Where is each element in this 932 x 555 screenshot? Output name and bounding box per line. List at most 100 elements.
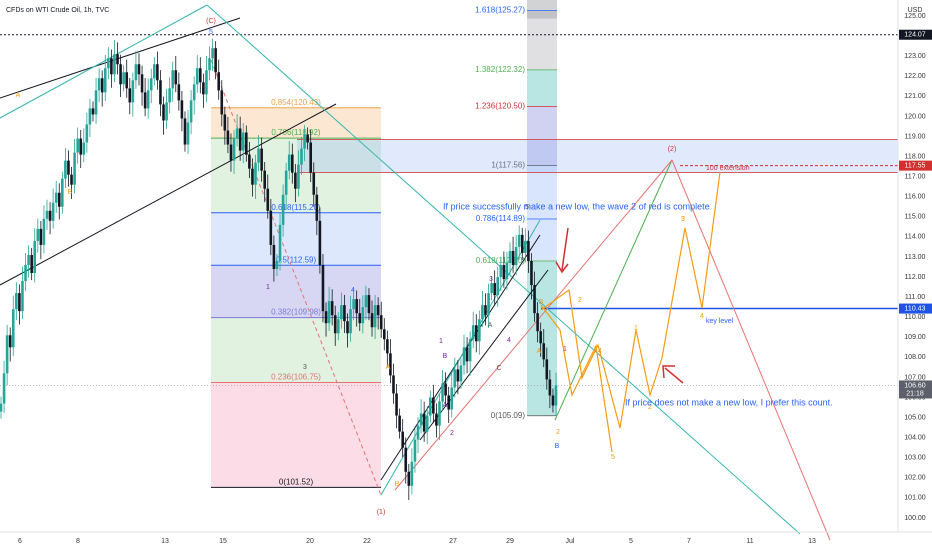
candle-body (137, 64, 141, 75)
candle-body (149, 78, 153, 91)
candle-body (128, 88, 132, 103)
time-tick-label: 8 (76, 538, 80, 545)
wave-label: B (443, 353, 448, 360)
candle-body (284, 170, 288, 195)
candle-body (536, 313, 539, 332)
candle-body (355, 299, 358, 314)
candle-body (189, 100, 193, 123)
fib-right-zone (527, 106, 557, 166)
candle-body (487, 293, 490, 316)
trend-line (0, 103, 337, 286)
wave-label: 1 (439, 338, 443, 345)
price-tick-label: 115.00 (905, 214, 926, 221)
candle-body (116, 54, 119, 65)
candle-body (527, 240, 530, 261)
candle-body (517, 234, 521, 247)
candle-body (156, 64, 159, 81)
candle-body (478, 319, 481, 342)
candle-body (186, 122, 190, 145)
candle-body (511, 250, 515, 265)
candle-body (321, 264, 325, 312)
candle-body (45, 210, 49, 219)
fib-left-zone (211, 317, 381, 383)
candle-body (100, 78, 104, 93)
candle-body (254, 162, 257, 185)
price-tick-label: 118.00 (905, 153, 926, 160)
fib-left-label: 0.786(118.92) (271, 128, 321, 137)
wave-label: (1) (377, 509, 386, 516)
candle-body (361, 307, 365, 324)
fib-right-label: 1(117.56) (491, 161, 525, 170)
candle-body (456, 369, 460, 382)
price-label-badge (899, 160, 932, 171)
candle-body (444, 383, 447, 396)
candle-body (416, 425, 420, 440)
candle-body (51, 202, 55, 221)
candle-body (499, 264, 503, 278)
candle-body (2, 373, 6, 404)
candle-body (110, 58, 113, 75)
candle-body (171, 70, 175, 89)
candle-body (490, 283, 493, 294)
wave-label: C (496, 365, 501, 372)
candle-body (386, 339, 389, 354)
candle-body (125, 72, 129, 89)
wave-label: 4 (351, 287, 355, 294)
candle-body (395, 393, 398, 416)
wave-label: 5 (525, 204, 529, 211)
candle-body (0, 403, 3, 412)
candle-body (502, 264, 506, 280)
wave-label: A (443, 402, 448, 409)
candle-body (373, 305, 377, 328)
wave-label: 2 (450, 430, 454, 437)
time-tick-label: 22 (363, 538, 371, 545)
price-tick-label: 122.00 (904, 73, 926, 80)
candle-body (159, 80, 162, 105)
price-tick-label: 102.00 (904, 475, 926, 482)
time-tick-label: 20 (306, 538, 314, 545)
candle-body (64, 160, 67, 179)
wave-label: 5 (611, 454, 615, 461)
time-tick-label: 6 (18, 538, 22, 545)
price-tick-label: 108.00 (904, 354, 926, 361)
currency-label: USD (908, 7, 923, 14)
candle-body (539, 331, 542, 344)
price-tick-label: 112.00 (905, 274, 926, 281)
candle-body (223, 114, 227, 131)
projection-path (540, 171, 721, 429)
candle-body (554, 385, 558, 406)
wave-label: B (539, 299, 544, 306)
candle-body (471, 325, 475, 340)
time-tick-label: 13 (808, 538, 816, 545)
candle-body (349, 309, 352, 334)
candle-body (401, 431, 404, 448)
price-label-sub: 21:18 (906, 390, 924, 397)
candle-body (520, 234, 524, 253)
candle-body (450, 387, 454, 410)
candle-body (251, 168, 254, 185)
price-tick-label: 104.00 (904, 434, 926, 441)
candle-body (312, 172, 316, 195)
wave-label: 1 (266, 284, 270, 291)
wave-label: A (488, 322, 493, 329)
price-label-text: 124.07 (904, 32, 926, 39)
trend-line (554, 159, 673, 421)
candle-body (199, 68, 202, 83)
arrow-icon (555, 227, 569, 274)
candle-body (425, 415, 429, 432)
candle-body (533, 285, 536, 314)
candle-body (205, 70, 208, 95)
candle-body (88, 108, 92, 125)
candle-body (165, 102, 168, 121)
price-tick-label: 120.00 (904, 113, 926, 120)
candle-body (462, 347, 466, 366)
candle-body (67, 160, 70, 175)
fib-right-zone (527, 69, 557, 107)
candle-body (346, 321, 349, 334)
fib-left-label: 0(101.52) (279, 478, 314, 487)
price-label-badge (899, 380, 932, 399)
candle-body (27, 254, 30, 265)
